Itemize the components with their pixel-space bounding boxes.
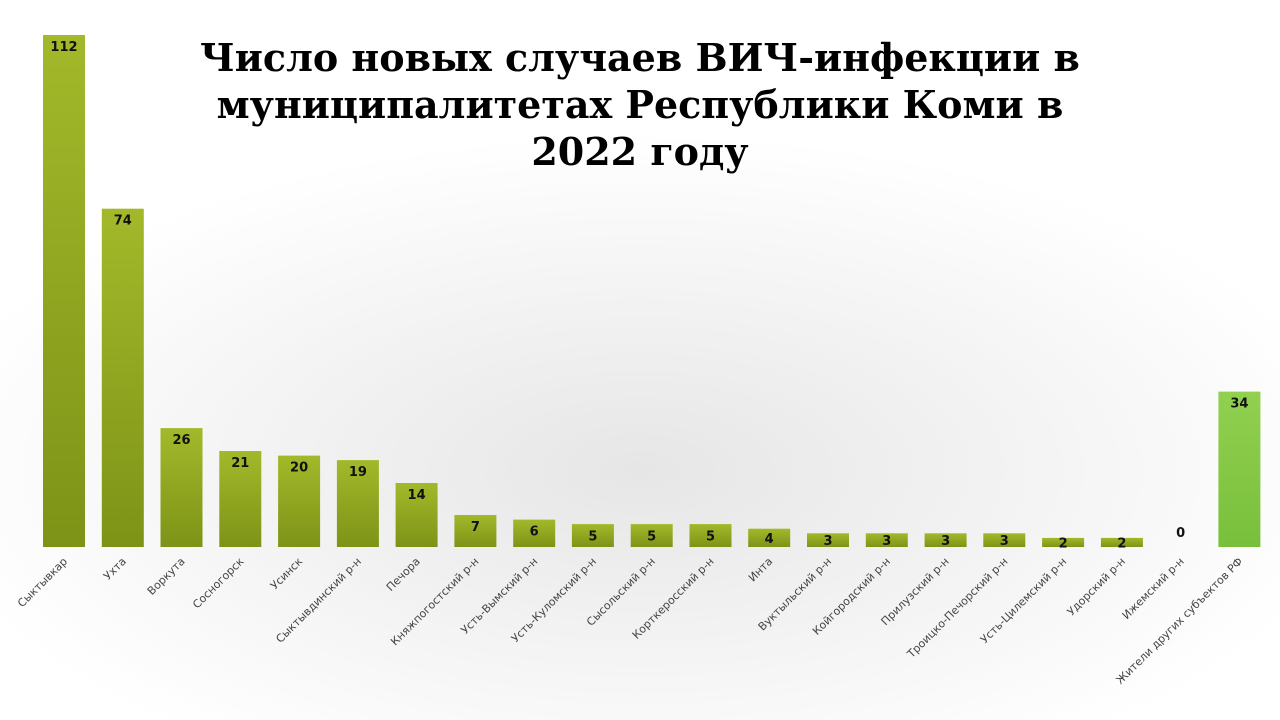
category-label-3: Воркута bbox=[145, 555, 188, 598]
category-label-4: Сосногорск bbox=[190, 555, 247, 612]
bar-9 bbox=[513, 519, 556, 547]
bar-2 bbox=[101, 208, 144, 547]
data-label-17: 3 bbox=[1000, 534, 1009, 549]
chart-title: Число новых случаев ВИЧ-инфекции в муниц… bbox=[200, 35, 1080, 174]
data-label-20: 0 bbox=[1176, 526, 1185, 541]
data-label-15: 3 bbox=[882, 534, 891, 549]
bar-18 bbox=[1042, 537, 1085, 547]
bar-15 bbox=[865, 533, 908, 547]
data-label-3: 26 bbox=[172, 433, 190, 448]
bar-13 bbox=[748, 528, 791, 547]
bar-14 bbox=[807, 533, 849, 547]
bar-6 bbox=[336, 460, 379, 547]
data-label-9: 6 bbox=[530, 525, 539, 540]
data-label-11: 5 bbox=[647, 530, 656, 545]
bar-19 bbox=[1100, 537, 1143, 547]
data-label-2: 74 bbox=[114, 214, 132, 229]
data-label-1: 112 bbox=[50, 40, 77, 55]
bar-4 bbox=[219, 451, 262, 547]
category-label-2: Ухта bbox=[101, 555, 129, 583]
bar-8 bbox=[454, 515, 497, 547]
data-label-10: 5 bbox=[588, 530, 597, 545]
category-label-17: Троицко-Печорский р-н bbox=[904, 555, 1010, 661]
data-label-18: 2 bbox=[1059, 536, 1068, 551]
data-label-7: 14 bbox=[408, 488, 426, 503]
data-label-5: 20 bbox=[290, 461, 308, 476]
category-label-1: Сыктывкар bbox=[15, 555, 70, 610]
data-label-8: 7 bbox=[471, 520, 480, 535]
data-label-6: 19 bbox=[349, 465, 367, 480]
bar-17 bbox=[983, 533, 1026, 547]
data-label-14: 3 bbox=[823, 534, 832, 549]
category-label-21: Жители других субъектов РФ bbox=[1114, 555, 1246, 687]
bar-3 bbox=[160, 428, 203, 547]
bar-1 bbox=[43, 35, 85, 547]
bar-7 bbox=[395, 483, 438, 547]
bar-12 bbox=[689, 524, 732, 547]
bar-10 bbox=[571, 524, 614, 547]
category-label-20: Ижемский р-н bbox=[1120, 555, 1187, 622]
data-label-19: 2 bbox=[1117, 536, 1126, 551]
data-label-21: 34 bbox=[1230, 397, 1248, 412]
category-label-19: Удорский р-н bbox=[1065, 555, 1128, 618]
bar-16 bbox=[924, 533, 967, 547]
bar-5 bbox=[278, 455, 321, 547]
bar-21 bbox=[1218, 391, 1261, 547]
category-label-5: Усинск bbox=[268, 555, 306, 593]
category-label-13: Инта bbox=[746, 555, 775, 584]
data-label-13: 4 bbox=[765, 532, 774, 547]
bar-11 bbox=[630, 524, 673, 547]
data-label-4: 21 bbox=[231, 456, 249, 471]
category-label-7: Печора bbox=[384, 555, 423, 594]
data-label-12: 5 bbox=[706, 530, 715, 545]
data-label-16: 3 bbox=[941, 534, 950, 549]
